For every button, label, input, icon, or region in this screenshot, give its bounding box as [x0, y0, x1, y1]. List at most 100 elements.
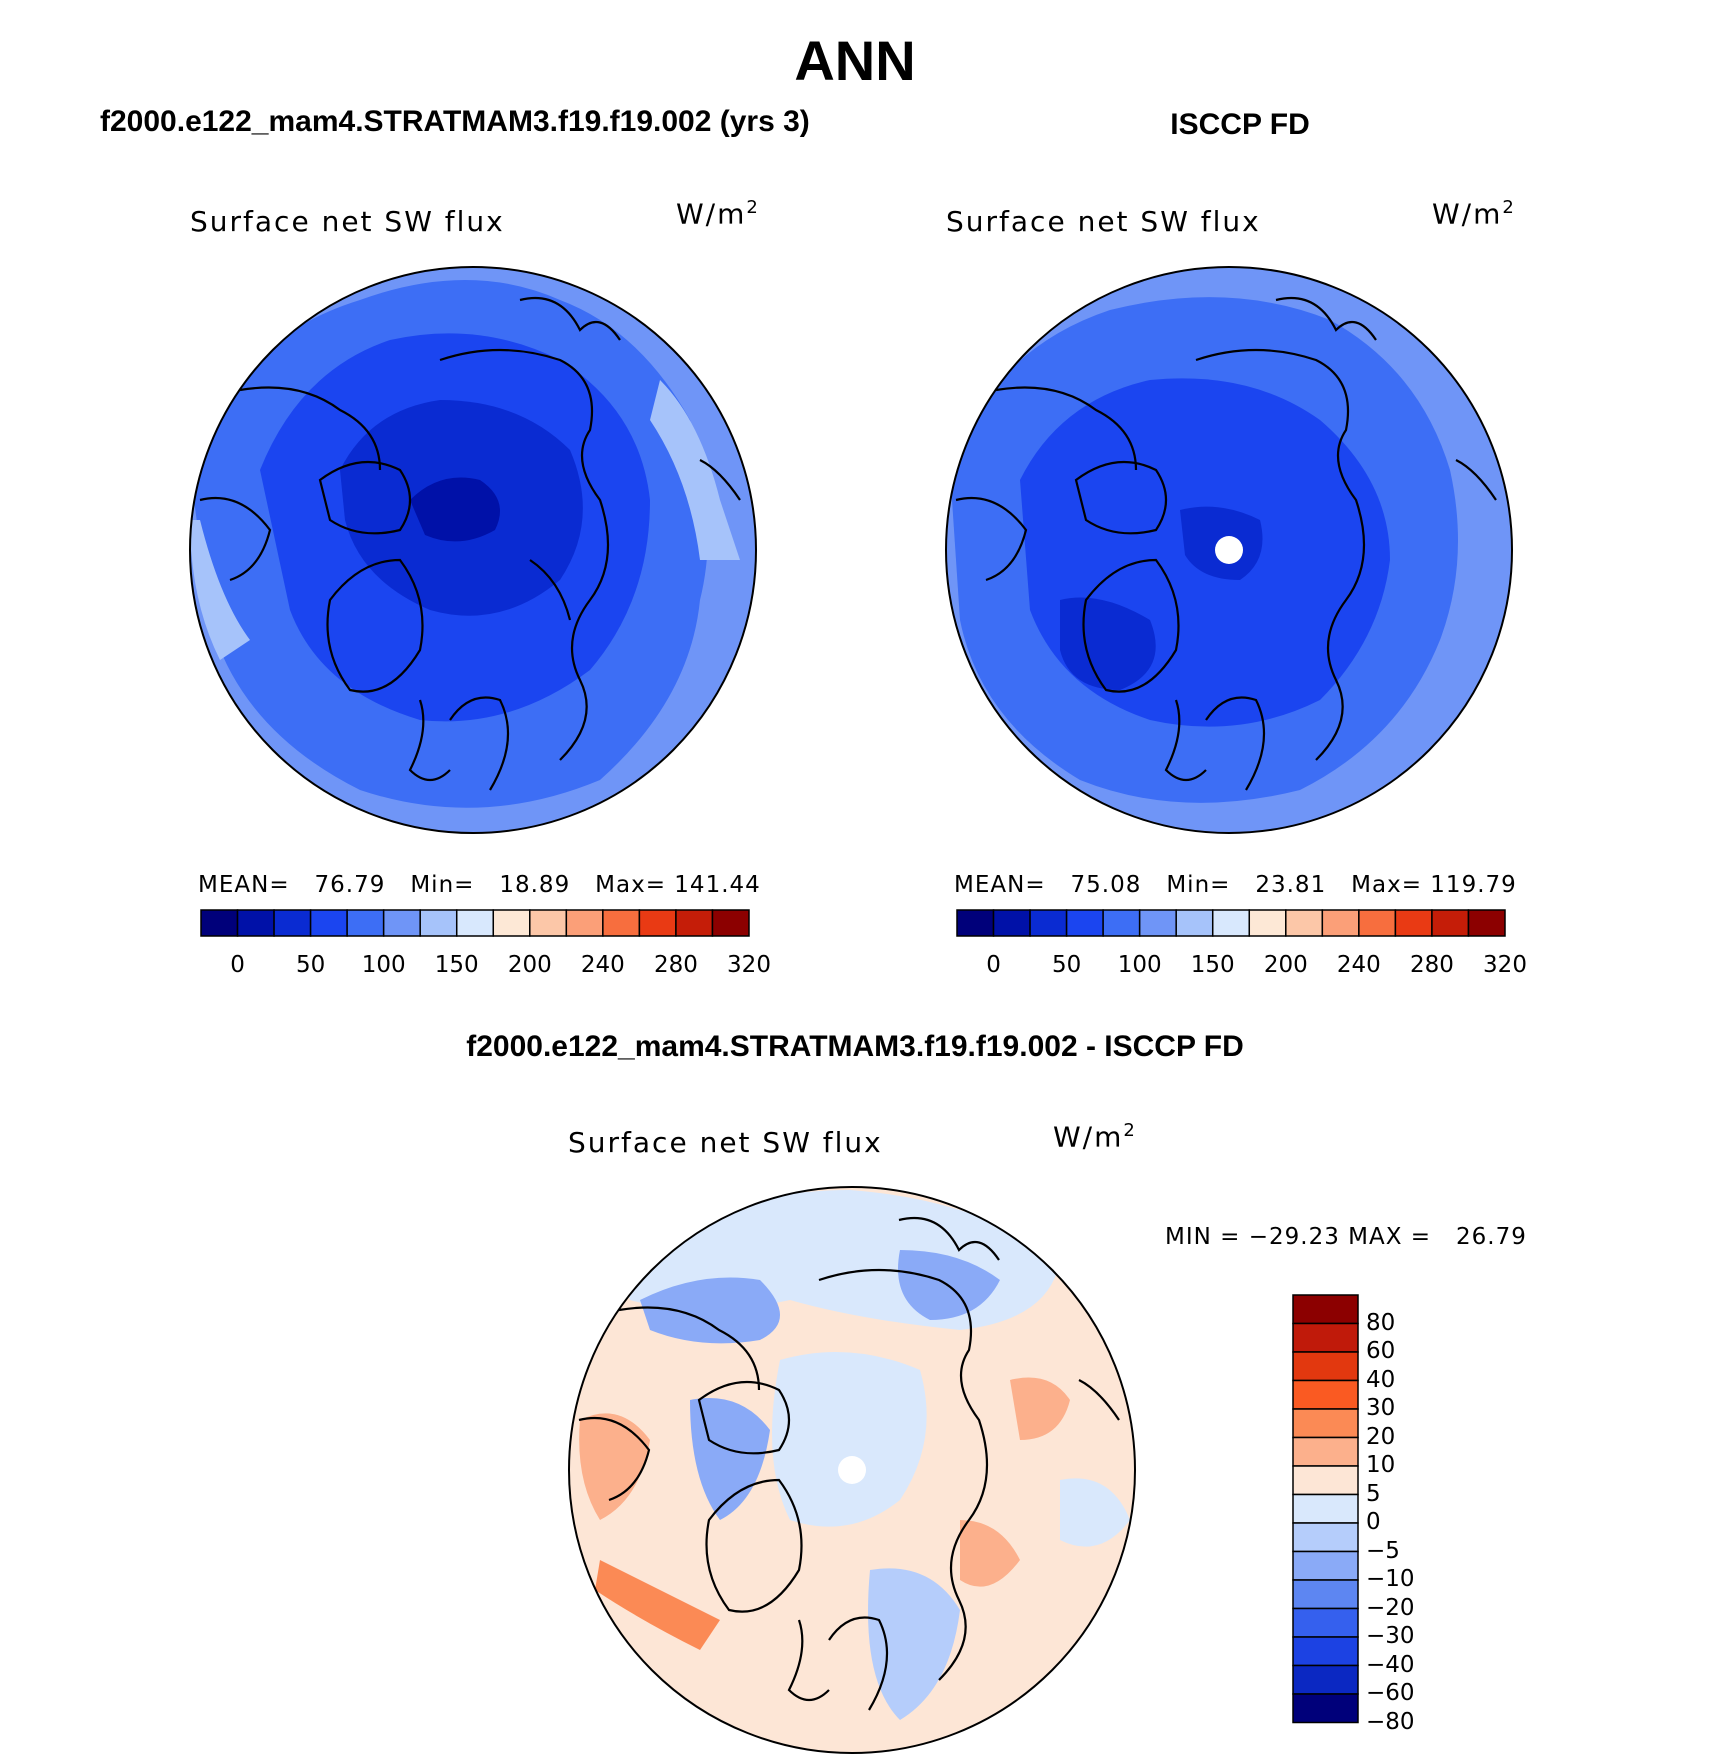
panel3-colorbar-tick-label: 40: [1366, 1366, 1396, 1393]
panel3-colorbar-swatch: [1292, 1322, 1359, 1353]
panel1-colorbar-swatch: [492, 909, 531, 937]
panel3-colorbar-swatch: [1292, 1379, 1359, 1410]
panel1-colorbar-tick-label: 50: [295, 952, 326, 978]
difference-title: f2000.e122_mam4.STRATMAM3.f19.f19.002 - …: [466, 1030, 1244, 1063]
panel2-variable-label: Surface net SW flux: [946, 205, 1261, 238]
panel1-colorbar-swatch: [346, 909, 385, 937]
panel1-units-label: W/m2: [676, 197, 760, 231]
panel1-colorbar-swatch: [675, 909, 714, 937]
panel1-colorbar-swatch: [565, 909, 604, 937]
panel2-colorbar-swatch: [1138, 909, 1177, 937]
panel2-map-border: [945, 266, 1513, 834]
panel3-units-label: W/m2: [1053, 1120, 1137, 1154]
panel1-colorbar-tick-label: 150: [434, 952, 479, 978]
panel3-map-border: [568, 1186, 1136, 1754]
panel2-colorbar-swatch: [1248, 909, 1287, 937]
panel2-colorbar-tick-label: 240: [1336, 952, 1381, 978]
panel1-colorbar-swatch: [273, 909, 312, 937]
panel2-colorbar-tick-label: 280: [1409, 952, 1454, 978]
panel2-colorbar-swatch: [1065, 909, 1104, 937]
panel3-missing-data-pole: [838, 1456, 866, 1484]
panel3-colorbar-tick-label: −30: [1366, 1623, 1415, 1649]
panel1-colorbar-tick-label: 200: [507, 952, 552, 978]
panel3-colorbar-tick-label: −10: [1366, 1566, 1415, 1592]
panel1-colorbar-swatch: [419, 909, 458, 937]
panel2-colorbar-swatch: [992, 909, 1031, 937]
panel2-colorbar-swatch: [956, 909, 995, 937]
panel2-stats: MEAN= 75.08 Min= 23.81 Max= 119.79: [954, 872, 1517, 898]
panel3-colorbar-tick-label: 5: [1366, 1480, 1381, 1507]
panel2-colorbar-swatch: [1358, 909, 1397, 937]
panel2-colorbar-swatch: [1431, 909, 1470, 937]
panel1-stats: MEAN= 76.79 Min= 18.89 Max= 141.44: [198, 872, 761, 898]
panel3-colorbar-tick-label: 60: [1366, 1338, 1396, 1364]
panel3-colorbar-swatch: [1292, 1693, 1359, 1724]
panel3-colorbar-swatch: [1292, 1550, 1359, 1581]
panel1-map: [190, 267, 756, 833]
observation-title: ISCCP FD: [1170, 108, 1310, 141]
page-title: ANN: [794, 29, 916, 92]
panel2-colorbar-tick-label: 50: [1051, 952, 1082, 978]
panel2-colorbar-swatch: [1175, 909, 1214, 937]
panel2-colorbar-tick-label: 320: [1483, 952, 1527, 978]
panel3-colorbar-tick-label: −60: [1366, 1680, 1415, 1706]
panel2-colorbar-swatch: [1211, 909, 1251, 937]
model-case-title: f2000.e122_mam4.STRATMAM3.f19.f19.002 (y…: [100, 105, 810, 138]
panel3-coastlines: [578, 1216, 1120, 1711]
panel1-colorbar: [200, 909, 750, 937]
panel3-colorbar-swatch: [1292, 1522, 1359, 1553]
panel1-colorbar-swatch: [200, 909, 239, 937]
panel1-colorbar-tick-label: 320: [727, 952, 771, 978]
panel3-colorbar-tick-label: 30: [1366, 1395, 1396, 1421]
panel2-units-label: W/m2: [1432, 197, 1516, 231]
panel2-missing-data-pole: [1215, 536, 1243, 564]
panel3-colorbar-tick-label: 20: [1366, 1423, 1396, 1450]
panel1-colorbar-swatch: [455, 909, 495, 937]
panel2-colorbar: [956, 909, 1506, 937]
panel2-colorbar-swatch: [1285, 909, 1324, 937]
panel3-colorbar-tick-label: 10: [1366, 1452, 1396, 1478]
panel3-colorbar: [1292, 1294, 1359, 1724]
panel3-colorbar-swatch: [1292, 1408, 1359, 1439]
panel1-colorbar-swatch: [309, 909, 348, 937]
panel3-colorbar-swatch: [1292, 1493, 1359, 1524]
panel3-colorbar-swatch: [1292, 1436, 1359, 1467]
panel3-colorbar-tick-label: −80: [1366, 1708, 1415, 1735]
panel2-colorbar-swatch: [1321, 909, 1360, 937]
panel3-colorbar-swatch: [1292, 1465, 1359, 1496]
panel1-colorbar-tick-label: 280: [653, 952, 698, 978]
panel3-variable-label: Surface net SW flux: [568, 1126, 883, 1159]
panel1-colorbar-tick-label: 0: [230, 952, 245, 978]
panel1-colorbar-tick-label: 100: [361, 952, 406, 978]
panel2-colorbar-swatch: [1102, 909, 1141, 937]
panel2-colorbar-tick-label: 0: [986, 952, 1001, 978]
panel3-colorbar-tick-label: −40: [1366, 1651, 1415, 1678]
panel3-colorbar-swatch: [1292, 1636, 1359, 1667]
panel3-colorbar-swatch: [1292, 1664, 1359, 1695]
panel1-colorbar-swatch: [236, 909, 275, 937]
panel2-colorbar-tick-label: 200: [1263, 952, 1308, 978]
panel3-colorbar-tick-label: 80: [1366, 1309, 1396, 1336]
panel3-colorbar-tick-label: −20: [1366, 1594, 1415, 1621]
panel3-colorbar-swatch: [1292, 1294, 1359, 1325]
panel2-colorbar-swatch: [1467, 909, 1506, 937]
panel2-colorbar-swatch: [1029, 909, 1068, 937]
panel3-minmax: MIN = −29.23 MAX = 26.79: [1165, 1224, 1527, 1250]
panel2-colorbar-tick-label: 150: [1190, 952, 1235, 978]
panel2-colorbar-tick-label: 100: [1117, 952, 1162, 978]
panel2-coastlines: [955, 296, 1497, 791]
panel1-colorbar-swatch: [529, 909, 568, 937]
panel1-colorbar-tick-label: 240: [580, 952, 625, 978]
panel1-coastlines: [199, 296, 741, 791]
panel1-colorbar-swatch: [382, 909, 421, 937]
panel1-variable-label: Surface net SW flux: [190, 205, 505, 238]
panel1-colorbar-swatch: [638, 909, 677, 937]
panel3-colorbar-tick-label: −5: [1366, 1537, 1400, 1564]
panel3-colorbar-tick-label: 0: [1366, 1509, 1381, 1535]
panel1-map-border: [189, 266, 757, 834]
panel3-colorbar-swatch: [1292, 1607, 1359, 1638]
panel1-colorbar-swatch: [711, 909, 750, 937]
panel1-colorbar-swatch: [602, 909, 641, 937]
panel2-colorbar-swatch: [1394, 909, 1433, 937]
